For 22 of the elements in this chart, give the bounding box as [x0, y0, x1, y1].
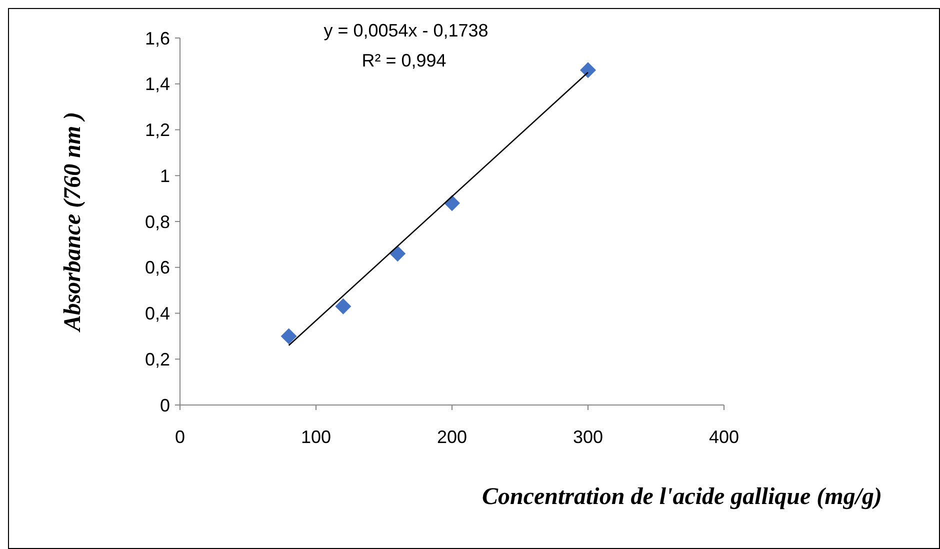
x-tick-label: 400	[708, 427, 740, 447]
y-tick-label: 1,2	[144, 120, 170, 140]
y-tick-label: 1,4	[144, 74, 170, 94]
y-tick-label: 0	[160, 395, 170, 416]
x-tick-label: 300	[572, 427, 604, 447]
point	[580, 62, 596, 78]
x-tick-label: 200	[436, 427, 468, 447]
point	[390, 246, 406, 262]
y-tick-label: 0,8	[144, 212, 170, 232]
y-tick-label: 0,4	[144, 304, 170, 324]
y-tick-label: 1,6	[144, 28, 170, 48]
y-axis-title: Absorbance (760 nm )	[60, 112, 86, 334]
y-tick-label: 0,2	[144, 349, 170, 370]
point	[335, 298, 352, 314]
point	[280, 328, 297, 344]
annotation: y = 0,0054x - 0,1738	[324, 20, 488, 40]
x-tick-label: 0	[174, 427, 186, 447]
annotation: R² = 0,994	[362, 50, 446, 70]
x-axis-title: Concentration de l'acide gallique (mg/g)	[482, 484, 882, 510]
y-tick-label: 0,6	[144, 258, 170, 278]
x-tick-label: 100	[300, 427, 332, 447]
y-tick-label: 1	[160, 166, 170, 186]
